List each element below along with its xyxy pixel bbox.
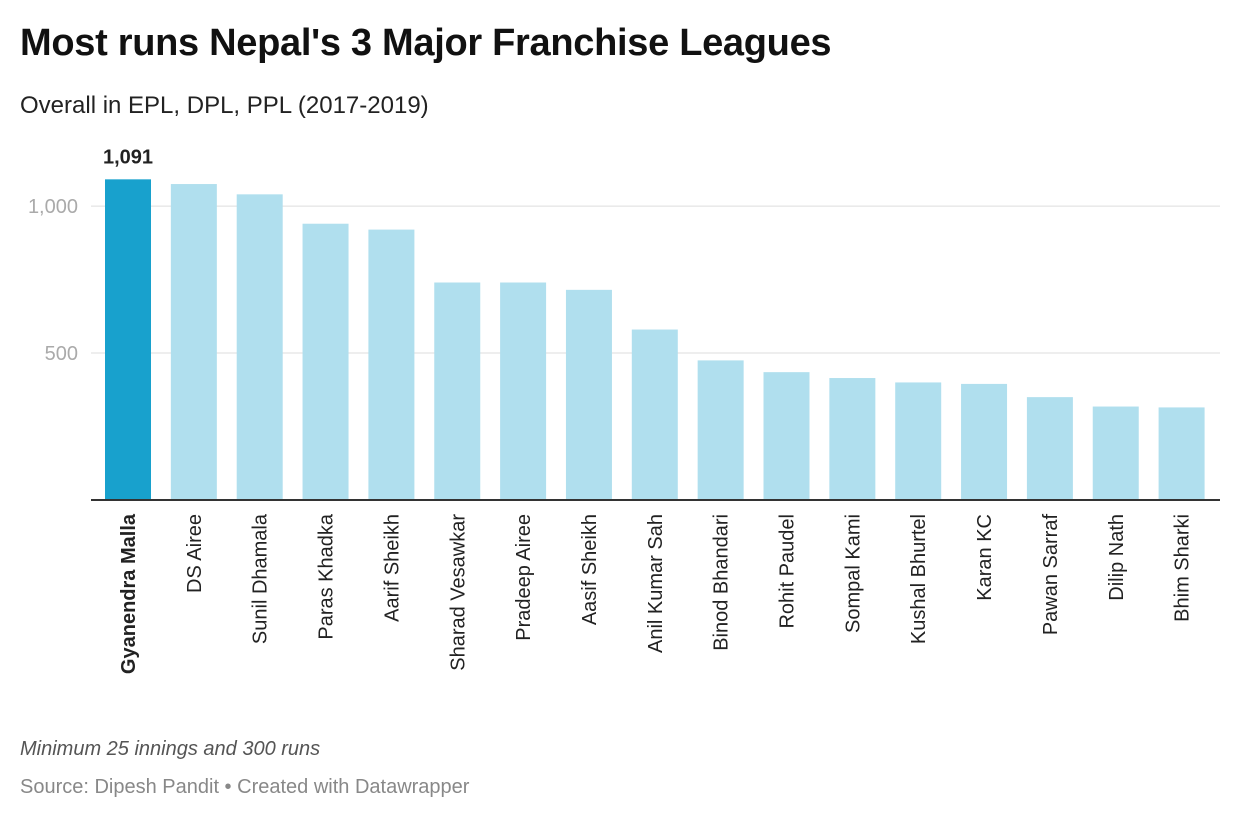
y-tick-label: 1,000 <box>28 196 78 218</box>
category-label: Bhim Sharki <box>1172 514 1194 622</box>
bar <box>500 282 547 500</box>
category-label: DS Airee <box>184 514 206 593</box>
y-tick-label: 500 <box>45 343 78 365</box>
category-label: Sharad Vesawkar <box>447 514 469 671</box>
chart-notes: Minimum 25 innings and 300 runs <box>20 738 321 760</box>
data-label: 1,091 <box>103 146 153 168</box>
chart-subtitle: Overall in EPL, DPL, PPL (2017-2019) <box>20 92 429 119</box>
bar <box>895 382 942 500</box>
category-label: Rohit Paudel <box>777 514 799 629</box>
category-label: Aarif Sheikh <box>381 514 403 622</box>
bar <box>631 329 678 500</box>
bar <box>763 372 810 500</box>
bar <box>236 194 283 500</box>
category-label: Binod Bhandari <box>711 514 733 651</box>
bars <box>91 179 1220 501</box>
bar <box>565 289 612 500</box>
category-label: Dilip Nath <box>1106 514 1128 601</box>
category-labels: Gyanendra Malla DS Airee Sunil Dhamala Para… <box>103 146 1194 674</box>
bar <box>829 378 876 500</box>
category-label: Paras Khadka <box>316 513 338 640</box>
category-label: Gyanendra Malla <box>118 513 140 674</box>
category-label: Pawan Sarraf <box>1040 514 1062 636</box>
bar <box>368 229 415 500</box>
category-label: Sunil Dhamala <box>250 513 272 644</box>
category-label: Sompal Kami <box>842 514 864 633</box>
chart-source: Source: Dipesh Pandit • Created with Dat… <box>20 776 470 798</box>
category-label: Kushal Bhurtel <box>908 514 930 644</box>
chart-title: Most runs Nepal's 3 Major Franchise Leag… <box>20 22 832 64</box>
category-label: Anil Kumar Sah <box>645 514 667 653</box>
bar-chart: 500 1,000 Gyanendra Malla DS Airee Sunil Dh… <box>28 146 1220 674</box>
bar <box>1158 407 1205 500</box>
bar <box>105 179 151 500</box>
bar <box>1026 397 1073 500</box>
category-label: Aasif Sheikh <box>579 514 601 625</box>
bar <box>1092 406 1139 500</box>
bar <box>170 184 217 501</box>
category-label: Pradeep Airee <box>513 514 535 641</box>
bar <box>302 223 349 500</box>
category-label: Karan KC <box>974 514 996 601</box>
bar <box>961 383 1008 500</box>
bar <box>434 282 481 500</box>
bar <box>697 360 744 500</box>
